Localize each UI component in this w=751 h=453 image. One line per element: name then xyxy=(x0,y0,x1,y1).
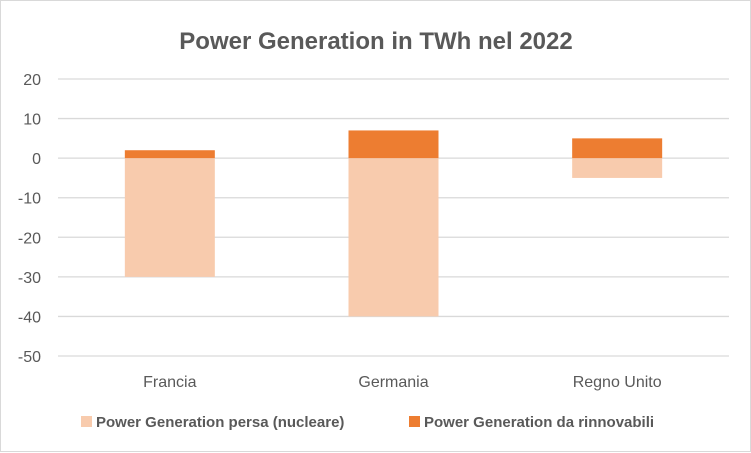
x-tick-label: Francia xyxy=(143,374,196,391)
y-tick-label: -20 xyxy=(18,230,41,247)
chart-title: Power Generation in TWh nel 2022 xyxy=(179,28,572,55)
bar-rinnovabili xyxy=(348,130,439,159)
bar-rinnovabili xyxy=(124,150,215,159)
y-tick-label: 0 xyxy=(32,151,41,168)
bar-nucleare xyxy=(572,158,663,178)
bar-rinnovabili xyxy=(572,138,663,159)
x-tick-label: Regno Unito xyxy=(573,374,662,391)
y-tick-label: -40 xyxy=(18,309,41,326)
legend-swatch xyxy=(409,416,420,427)
y-tick-label: -30 xyxy=(18,270,41,287)
legend-swatch xyxy=(81,416,92,427)
x-tick-label: Germania xyxy=(358,374,428,391)
y-tick-label: -50 xyxy=(18,349,41,366)
y-tick-label: 10 xyxy=(23,112,41,129)
legend-label: Power Generation persa (nucleare) xyxy=(96,414,344,431)
bar-nucleare xyxy=(124,158,215,277)
bar-nucleare xyxy=(348,158,439,317)
y-tick-label: -10 xyxy=(18,191,41,208)
y-tick-label: 20 xyxy=(23,72,41,89)
legend-label: Power Generation da rinnovabili xyxy=(424,414,654,431)
